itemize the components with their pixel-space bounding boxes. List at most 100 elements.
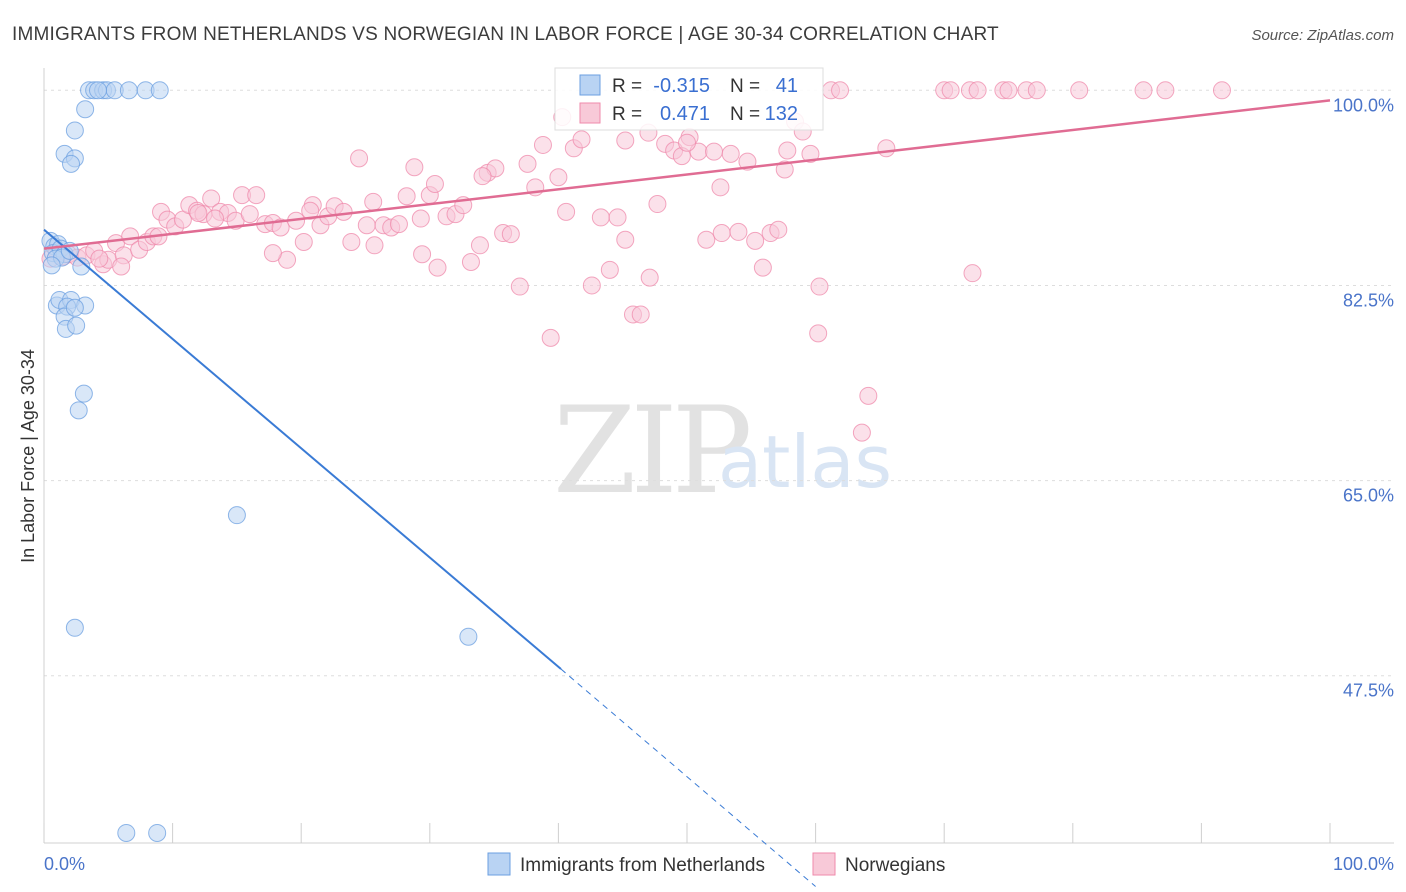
netherlands-point: [119, 81, 138, 100]
norwegian-point: [999, 81, 1018, 100]
norwegian-point: [705, 142, 724, 161]
norwegian-point: [591, 208, 610, 227]
norwegian-point: [357, 216, 376, 235]
norwegian-point: [549, 168, 568, 187]
norwegian-point: [470, 236, 489, 255]
netherlands-point: [62, 154, 81, 173]
norwegian-point: [1212, 81, 1231, 100]
norwegian-point: [365, 236, 384, 255]
norwegian-point: [721, 144, 740, 163]
legend-swatch-norwegians[interactable]: [812, 852, 836, 876]
norwegian-point: [729, 222, 748, 241]
norwegian-point: [711, 178, 730, 197]
norwegian-point: [852, 423, 871, 442]
norwegian-point: [859, 386, 878, 405]
netherlands-point: [459, 627, 478, 646]
x-tick-label: 0.0%: [44, 854, 85, 874]
trend-line-netherlands-extension: [560, 668, 816, 887]
netherlands-point: [65, 618, 84, 637]
legend-swatch-netherlands[interactable]: [487, 852, 511, 876]
trend-line-netherlands: [43, 228, 562, 670]
stats-swatch-norwegians: [579, 102, 601, 124]
stats-n-label-norwegians: N =: [730, 104, 760, 125]
norwegian-point: [678, 133, 696, 152]
norwegian-point: [90, 249, 109, 268]
norwegian-point: [411, 209, 430, 228]
norwegian-point: [271, 218, 290, 237]
norwegian-point: [294, 232, 313, 251]
stats-r-label-netherlands: R =: [612, 76, 642, 97]
norwegian-point: [616, 230, 635, 249]
netherlands-point: [72, 257, 91, 276]
trend-lines: [43, 99, 1331, 887]
x-tick-label: 100.0%: [1333, 854, 1394, 874]
norwegian-point: [746, 231, 765, 250]
norwegian-point: [202, 189, 221, 208]
norwegian-point: [697, 230, 716, 249]
stats-n-value-netherlands: 41: [776, 75, 798, 97]
netherlands-point: [148, 823, 167, 842]
stats-n-label-netherlands: N =: [730, 76, 760, 97]
norwegian-point: [206, 209, 225, 228]
netherlands-point: [76, 100, 95, 119]
norwegian-point: [1156, 81, 1175, 100]
norwegian-point: [1134, 81, 1153, 100]
norwegian-point: [1027, 81, 1046, 100]
norwegian-point: [389, 215, 408, 234]
norwegian-point: [801, 144, 820, 163]
norwegian-point: [518, 154, 537, 173]
norwegian-point: [963, 264, 982, 283]
stats-box: R = -0.315 N = 41 R = 0.471 N = 132: [554, 67, 824, 131]
norwegian-point: [350, 149, 369, 168]
y-axis-label: In Labor Force | Age 30-34: [18, 349, 38, 563]
norwegian-point: [428, 258, 447, 277]
norwegian-point: [877, 139, 896, 158]
x-ticks: [43, 823, 1331, 843]
norwegian-point: [778, 141, 797, 160]
norwegian-point: [809, 324, 828, 343]
netherlands-point: [74, 384, 93, 403]
y-tick-label: 100.0%: [1333, 95, 1394, 115]
norwegian-point: [240, 205, 259, 224]
norwegian-point: [582, 276, 601, 295]
norwegian-point: [263, 244, 282, 263]
norwegian-point: [334, 202, 353, 221]
norwegian-point: [775, 160, 794, 179]
chart-source: Source: ZipAtlas.com: [1251, 27, 1394, 44]
watermark-zip: ZIP: [553, 382, 749, 521]
legend: Immigrants from Netherlands Norwegians: [487, 852, 945, 876]
netherlands-point: [42, 256, 61, 275]
norwegian-point: [640, 268, 659, 287]
norwegian-point: [831, 81, 850, 100]
netherlands-point: [117, 823, 136, 842]
norwegian-point: [753, 258, 772, 277]
norwegian-point: [1070, 81, 1089, 100]
legend-label-netherlands[interactable]: Immigrants from Netherlands: [520, 855, 765, 876]
norwegian-point: [413, 245, 432, 264]
norwegian-point: [342, 232, 361, 251]
norwegian-point: [533, 135, 552, 154]
netherlands-point: [150, 81, 169, 100]
netherlands-point: [89, 81, 108, 100]
norwegian-point: [769, 220, 788, 239]
stats-n-value-norwegians: 132: [765, 103, 798, 125]
norwegian-point: [301, 201, 320, 220]
series-immigrants-points: [41, 81, 478, 842]
norwegian-point: [572, 130, 591, 149]
norwegian-point: [510, 277, 529, 296]
netherlands-point: [65, 121, 84, 140]
netherlands-point: [67, 316, 86, 335]
norwegian-point: [364, 192, 383, 211]
legend-label-norwegians[interactable]: Norwegians: [845, 855, 945, 876]
norwegian-point: [616, 131, 635, 150]
netherlands-point: [227, 506, 246, 525]
norwegian-point: [608, 208, 627, 227]
norwegian-point: [541, 328, 560, 347]
axes: [43, 68, 1394, 844]
norwegian-point: [600, 260, 619, 279]
y-tick-label: 65.0%: [1343, 486, 1394, 506]
trend-line-norwegians: [43, 99, 1331, 250]
norwegian-point: [501, 225, 520, 244]
norwegian-point: [121, 227, 140, 246]
